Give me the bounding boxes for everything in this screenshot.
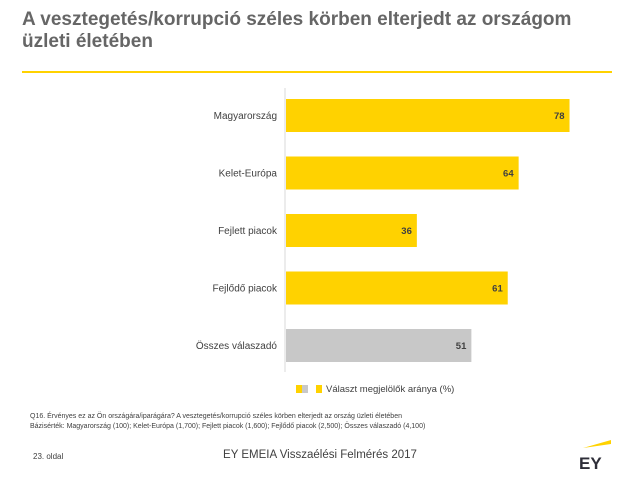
title-underline: [22, 71, 612, 73]
bar: [286, 329, 472, 362]
bar: [286, 214, 417, 247]
legend-label: Választ megjelölők aránya (%): [326, 383, 455, 395]
page-number: 23. oldal: [33, 452, 64, 461]
footer-report-title: EY EMEIA Visszaélési Felmérés 2017: [223, 449, 417, 461]
page-title: A vesztegetés/korrupció széles körben el…: [22, 9, 572, 52]
bar: [286, 271, 508, 305]
bar: [286, 99, 570, 132]
bar: [286, 156, 519, 190]
category-tick-label: Magyarország: [214, 111, 277, 122]
legend-swatch-series: [316, 385, 322, 393]
chart-legend: Választ megjelölők aránya (%): [296, 382, 454, 396]
category-tick-label: Kelet-Európa: [219, 169, 278, 180]
ey-logo-beam-icon: [583, 440, 611, 448]
category-tick-label: Összes válaszadó: [196, 340, 278, 352]
footnote: Q16. Érvényes ez az Ön országára/iparágá…: [30, 412, 610, 431]
bar-value-label: 61: [492, 284, 503, 295]
bar-value-label: 78: [554, 111, 565, 122]
ey-logo-text: EY: [579, 454, 602, 472]
bar-value-label: 51: [456, 341, 467, 352]
category-tick-label: Fejlett piacok: [218, 226, 278, 237]
footnote-base: Bázisérték: Magyarország (100); Kelet-Eu…: [30, 422, 426, 430]
footnote-question: Q16. Érvényes ez az Ön országára/iparágá…: [30, 413, 402, 420]
category-tick-label: Fejlődő piacok: [213, 284, 278, 295]
ey-logo: EY: [579, 440, 611, 472]
bar-value-label: 64: [503, 169, 514, 180]
legend-swatch-yellow: [296, 385, 302, 393]
legend-swatch-gray: [302, 385, 308, 393]
bar-value-label: 36: [401, 226, 412, 237]
